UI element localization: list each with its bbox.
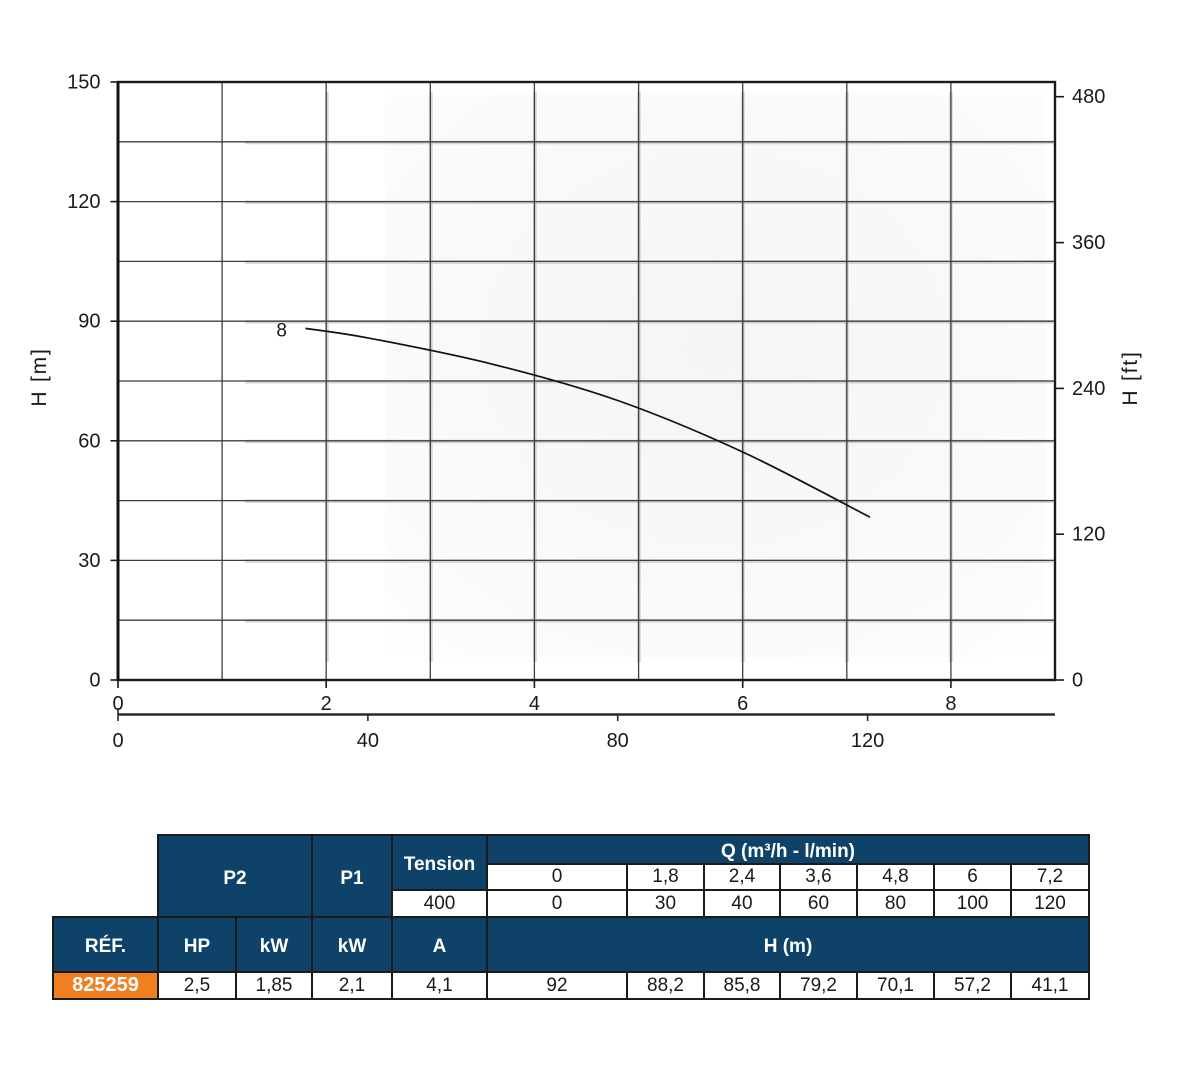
svg-text:4: 4 — [529, 693, 540, 715]
svg-text:240: 240 — [1072, 378, 1105, 400]
svg-text:120: 120 — [1072, 524, 1105, 546]
svg-text:2: 2 — [321, 693, 332, 715]
svg-text:40: 40 — [357, 730, 379, 752]
svg-text:0: 0 — [112, 730, 123, 752]
svg-text:H [m]: H [m] — [28, 347, 51, 406]
svg-text:60: 60 — [78, 430, 100, 452]
svg-text:90: 90 — [78, 311, 100, 333]
svg-text:360: 360 — [1072, 232, 1105, 254]
svg-text:120: 120 — [67, 191, 100, 213]
svg-text:480: 480 — [1072, 86, 1105, 108]
svg-text:8: 8 — [276, 321, 287, 342]
svg-text:120: 120 — [851, 730, 884, 752]
svg-text:6: 6 — [737, 693, 748, 715]
svg-text:0: 0 — [112, 693, 123, 715]
svg-text:8: 8 — [945, 693, 956, 715]
svg-text:0: 0 — [1072, 670, 1083, 692]
svg-text:H [ft]: H [ft] — [1119, 350, 1142, 405]
svg-text:30: 30 — [78, 550, 100, 572]
svg-text:150: 150 — [67, 72, 100, 94]
svg-text:80: 80 — [607, 730, 629, 752]
svg-text:0: 0 — [89, 670, 100, 692]
